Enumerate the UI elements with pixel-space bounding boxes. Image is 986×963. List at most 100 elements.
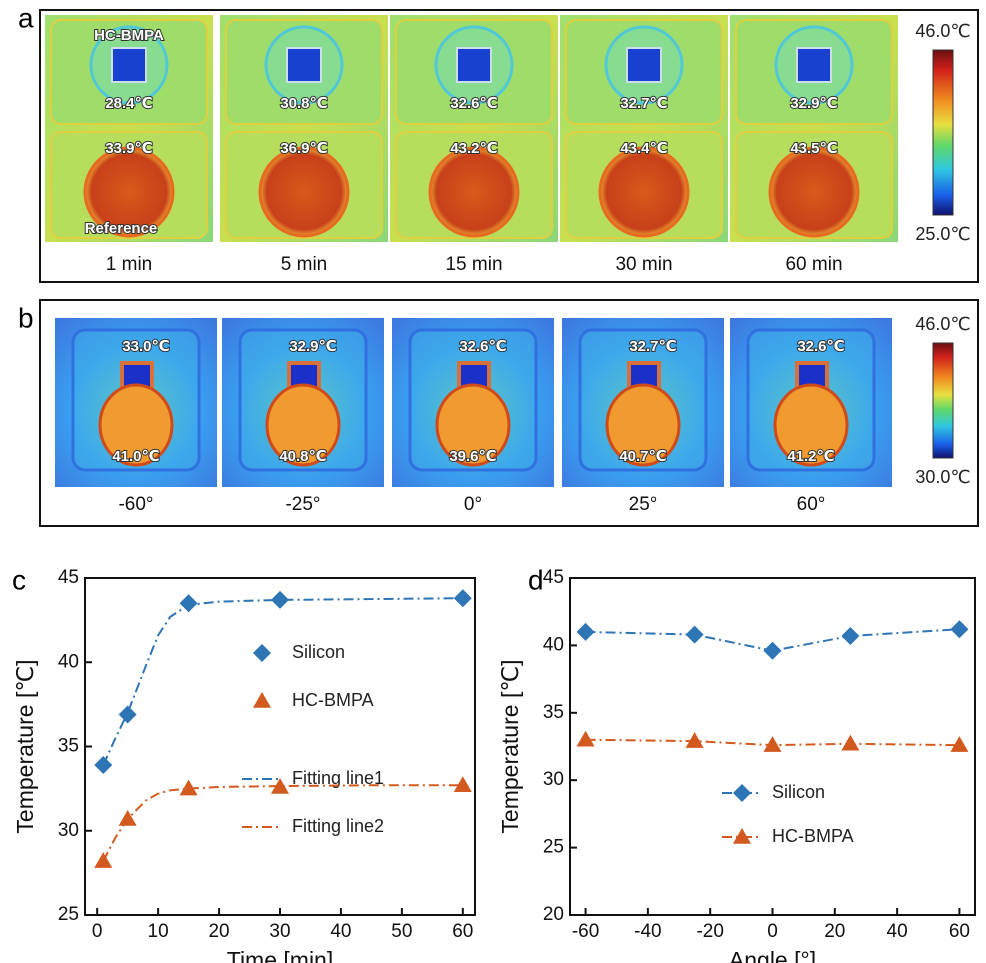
data-point <box>763 641 782 660</box>
temperature-label: 30.8℃ <box>280 95 327 112</box>
y-tick-label: 30 <box>543 769 564 790</box>
temperature-label: 28.4℃ <box>105 95 152 112</box>
colorbar-min: 25.0℃ <box>915 224 970 244</box>
data-point <box>576 622 595 641</box>
legend-label: HC-BMPA <box>772 826 854 846</box>
data-point <box>733 828 751 844</box>
y-tick-label: 25 <box>58 904 79 925</box>
reference-disk <box>598 146 690 238</box>
temperature-label: 32.6℃ <box>450 95 497 112</box>
data-point <box>253 644 271 662</box>
temperature-label: 36.9℃ <box>280 140 327 157</box>
data-point <box>841 734 860 751</box>
temperature-label: 33.9℃ <box>105 140 152 157</box>
data-point <box>685 625 704 644</box>
sample-label: HC-BMPA <box>94 27 164 44</box>
x-tick-label: 30 <box>269 921 290 942</box>
image-caption: 15 min <box>445 254 502 275</box>
y-axis-title: Temperature [℃] <box>12 659 38 833</box>
colorbar-min: 30.0℃ <box>915 467 970 487</box>
colorbar <box>932 49 954 216</box>
legend-label: HC-BMPA <box>292 690 374 710</box>
x-tick-label: -40 <box>634 921 661 942</box>
sample-square <box>626 47 662 83</box>
panel-letter: b <box>18 302 34 333</box>
panel-letter: a <box>18 2 34 33</box>
data-point <box>453 776 472 793</box>
data-point <box>763 736 782 752</box>
legend-label: Silicon <box>292 642 345 662</box>
temperature-label: 40.8℃ <box>279 448 326 465</box>
temperature-label: 43.5℃ <box>790 140 837 157</box>
colorbar-max: 46.0℃ <box>915 314 970 334</box>
x-tick-label: 40 <box>330 921 351 942</box>
image-caption: 5 min <box>281 254 327 275</box>
data-point <box>733 784 751 802</box>
image-caption: 1 min <box>106 254 152 275</box>
y-tick-label: 45 <box>543 567 564 588</box>
reference-disk <box>98 383 174 467</box>
x-tick-label: -20 <box>696 921 723 942</box>
x-tick-label: 60 <box>452 921 473 942</box>
reference-disk <box>773 383 849 467</box>
data-point <box>685 732 704 748</box>
data-point <box>841 626 860 645</box>
x-tick-label: 50 <box>391 921 412 942</box>
data-point <box>950 736 969 752</box>
temperature-label: 41.0℃ <box>112 448 159 465</box>
panel-letter: d <box>528 564 544 595</box>
series-line <box>102 784 463 862</box>
temperature-label: 32.6℃ <box>797 338 844 355</box>
temperature-label: 33.0℃ <box>122 338 169 355</box>
temperature-label: 32.9℃ <box>790 95 837 112</box>
reference-disk <box>768 146 860 238</box>
x-axis-title: Time [min] <box>227 947 334 963</box>
y-tick-label: 20 <box>543 904 564 925</box>
panel-frame <box>39 299 979 527</box>
colorbar-max: 46.0℃ <box>915 21 970 41</box>
x-axis-title: Angle [°] <box>729 947 816 963</box>
plot-frame <box>84 577 476 916</box>
temperature-label: 43.4℃ <box>620 140 667 157</box>
image-caption: 0° <box>464 494 482 515</box>
x-tick-label: 20 <box>824 921 845 942</box>
legend-label: Silicon <box>772 782 825 802</box>
panel-letter: c <box>12 564 26 595</box>
y-tick-label: 35 <box>543 702 564 723</box>
reference-disk <box>83 146 175 238</box>
data-point <box>179 594 198 613</box>
temperature-label: 39.6℃ <box>449 448 496 465</box>
reference-disk <box>265 383 341 467</box>
y-tick-label: 30 <box>58 820 79 841</box>
legend-label: Fitting line2 <box>292 816 384 836</box>
x-tick-label: 20 <box>208 921 229 942</box>
data-point <box>576 730 595 747</box>
legend-label: Fitting line1 <box>292 768 384 788</box>
panel-frame <box>39 9 979 283</box>
image-caption: 30 min <box>615 254 672 275</box>
y-tick-label: 45 <box>58 567 79 588</box>
x-tick-label: 10 <box>148 921 169 942</box>
x-tick-label: 0 <box>92 921 103 942</box>
sample-square <box>796 47 832 83</box>
image-caption: 60 min <box>785 254 842 275</box>
reference-disk <box>435 383 511 467</box>
temperature-label: 32.7℃ <box>629 338 676 355</box>
y-tick-label: 40 <box>58 651 79 672</box>
y-tick-label: 40 <box>543 634 564 655</box>
sample-square <box>456 47 492 83</box>
x-tick-label: 60 <box>949 921 970 942</box>
image-caption: 60° <box>797 494 826 515</box>
reference-disk <box>258 146 350 238</box>
temperature-label: 40.7℃ <box>619 448 666 465</box>
reference-disk <box>605 383 681 467</box>
y-axis-title: Temperature [℃] <box>497 659 523 833</box>
colorbar <box>932 342 954 459</box>
data-point <box>453 589 472 608</box>
temperature-label: 43.2℃ <box>450 140 497 157</box>
sample-square <box>111 47 147 83</box>
data-point <box>253 692 271 708</box>
data-point <box>179 779 198 796</box>
temperature-label: 32.9℃ <box>289 338 336 355</box>
y-tick-label: 35 <box>58 736 79 757</box>
